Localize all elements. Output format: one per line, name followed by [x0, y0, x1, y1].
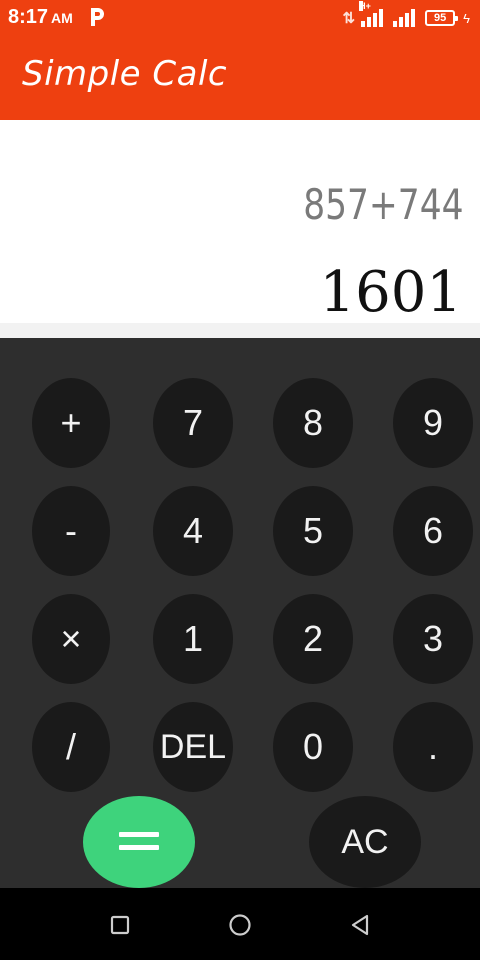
recents-icon — [110, 915, 130, 935]
data-transfer-icon: ⇅ — [342, 10, 356, 27]
signal-icon-2 — [393, 9, 416, 27]
status-bar: 8:17 AM ⇅ H+ 95 ϟ — [0, 0, 480, 36]
keypad: + 7 8 9 - 4 5 6 × 1 2 3 / DEL 0 . AC — [0, 338, 480, 888]
delete-button[interactable]: DEL — [153, 702, 233, 792]
home-icon — [229, 914, 251, 936]
navigation-bar — [0, 888, 480, 960]
five-button[interactable]: 5 — [273, 486, 353, 576]
expression-text: 857+744 — [303, 180, 464, 229]
plus-button[interactable]: + — [32, 378, 110, 468]
battery-icon: 95 — [425, 10, 459, 26]
six-button[interactable]: 6 — [393, 486, 473, 576]
zero-button[interactable]: 0 — [273, 702, 353, 792]
eight-button[interactable]: 8 — [273, 378, 353, 468]
result-text: 1601 — [319, 260, 462, 325]
four-button[interactable]: 4 — [153, 486, 233, 576]
seven-button[interactable]: 7 — [153, 378, 233, 468]
status-icons: ⇅ H+ 95 ϟ — [342, 1, 470, 30]
two-button[interactable]: 2 — [273, 594, 353, 684]
home-button[interactable] — [225, 910, 255, 940]
three-button[interactable]: 3 — [393, 594, 473, 684]
nine-button[interactable]: 9 — [393, 378, 473, 468]
app-bar: Simple Calc — [0, 36, 480, 120]
network-type-label: H+ — [359, 1, 371, 11]
calculator-display: 857+744 1601 — [0, 120, 480, 325]
recents-button[interactable] — [105, 910, 135, 940]
app-title: Simple Calc — [22, 54, 228, 94]
back-icon — [351, 914, 369, 936]
multiply-button[interactable]: × — [32, 594, 110, 684]
one-button[interactable]: 1 — [153, 594, 233, 684]
decimal-button[interactable]: . — [393, 702, 473, 792]
status-time: 8:17 AM — [8, 6, 73, 29]
status-ampm: AM — [51, 10, 73, 26]
notification-p-icon — [91, 8, 104, 26]
battery-level: 95 — [433, 12, 447, 24]
minus-button[interactable]: - — [32, 486, 110, 576]
charging-icon: ϟ — [463, 10, 470, 26]
status-time-value: 8:17 — [8, 6, 49, 28]
display-divider — [0, 323, 480, 338]
equals-icon — [119, 832, 159, 850]
all-clear-button[interactable]: AC — [309, 796, 421, 888]
equals-button[interactable] — [83, 796, 195, 888]
signal-icon: H+ — [359, 1, 384, 27]
divide-button[interactable]: / — [32, 702, 110, 792]
back-button[interactable] — [345, 910, 375, 940]
